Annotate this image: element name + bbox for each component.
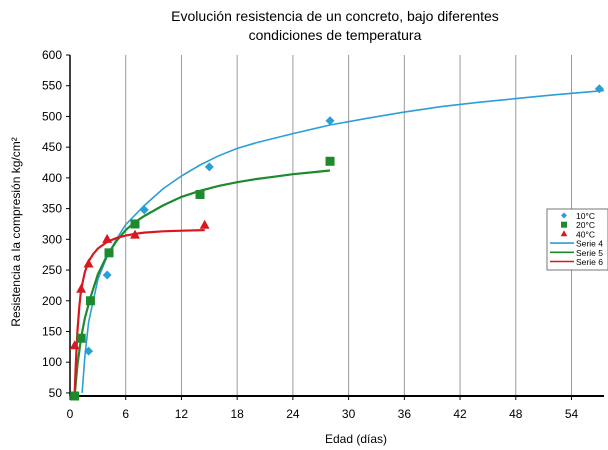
y-tick-label: 250 — [42, 263, 62, 277]
x-tick-label: 6 — [122, 407, 129, 421]
x-axis-label: Edad (días) — [325, 432, 387, 446]
y-tick-label: 100 — [42, 355, 62, 369]
x-tick-label: 30 — [342, 407, 356, 421]
legend-label: 40°C — [576, 229, 595, 239]
y-tick-label: 200 — [42, 294, 62, 308]
data-point-20c — [76, 333, 86, 343]
chart-title-line-2: condiciones de temperatura — [249, 27, 422, 43]
data-point-40c — [76, 283, 87, 293]
y-axis-label: Resistencia a la compresión kg/cm² — [9, 137, 23, 326]
y-tick-label: 150 — [42, 324, 62, 338]
legend-marker — [561, 221, 567, 228]
y-tick-label: 550 — [42, 79, 62, 93]
legend-label: 10°C — [576, 211, 595, 221]
series-line-serie-4 — [81, 89, 605, 393]
x-tick-label: 0 — [67, 407, 74, 421]
legend-label: 20°C — [576, 220, 595, 230]
y-tick-label: 50 — [49, 386, 63, 400]
data-point-20c — [85, 296, 95, 306]
data-point-20c — [104, 248, 114, 258]
data-point-20c — [325, 156, 335, 166]
x-tick-label: 24 — [286, 407, 300, 421]
chart-title-line-1: Evolución resistencia de un concreto, ba… — [171, 8, 499, 24]
data-point-10c — [325, 116, 335, 126]
y-tick-label: 400 — [42, 171, 62, 185]
data-point-10c — [102, 270, 112, 280]
x-tick-label: 12 — [175, 407, 189, 421]
legend-label: Serie 5 — [576, 248, 603, 258]
data-point-10c — [594, 84, 604, 94]
legend-label: Serie 6 — [576, 257, 603, 267]
data-point-10c — [204, 162, 214, 172]
x-tick-label: 54 — [565, 407, 579, 421]
data-point-20c — [195, 189, 205, 199]
y-tick-label: 500 — [42, 109, 62, 123]
x-tick-label: 42 — [453, 407, 467, 421]
legend-marker — [561, 212, 567, 219]
x-tick-label: 48 — [509, 407, 523, 421]
legend-box — [546, 208, 608, 271]
data-point-10c — [84, 346, 94, 356]
data-point-40c — [199, 219, 210, 229]
legend-label: Serie 4 — [576, 239, 603, 249]
x-tick-label: 36 — [398, 407, 412, 421]
data-point-20c — [130, 219, 140, 229]
x-tick-label: 18 — [230, 407, 244, 421]
data-point-20c — [70, 391, 80, 401]
series-line-serie-5 — [73, 169, 331, 397]
data-point-40c — [130, 229, 140, 239]
legend-marker — [560, 230, 568, 237]
y-tick-label: 450 — [42, 140, 62, 154]
data-point-40c — [83, 258, 94, 268]
plot-area: 0 6 12 18 24 30 36 42 48 54 50 100 150 200 250 300 350 40… — [42, 48, 605, 421]
data-point-40c — [69, 340, 80, 350]
y-tick-label: 600 — [42, 48, 62, 62]
data-point-10c — [139, 205, 149, 215]
y-tick-label: 350 — [42, 202, 62, 216]
y-tick-label: 300 — [42, 232, 62, 246]
series-line-serie-6 — [73, 229, 205, 397]
data-point-40c — [102, 233, 113, 243]
